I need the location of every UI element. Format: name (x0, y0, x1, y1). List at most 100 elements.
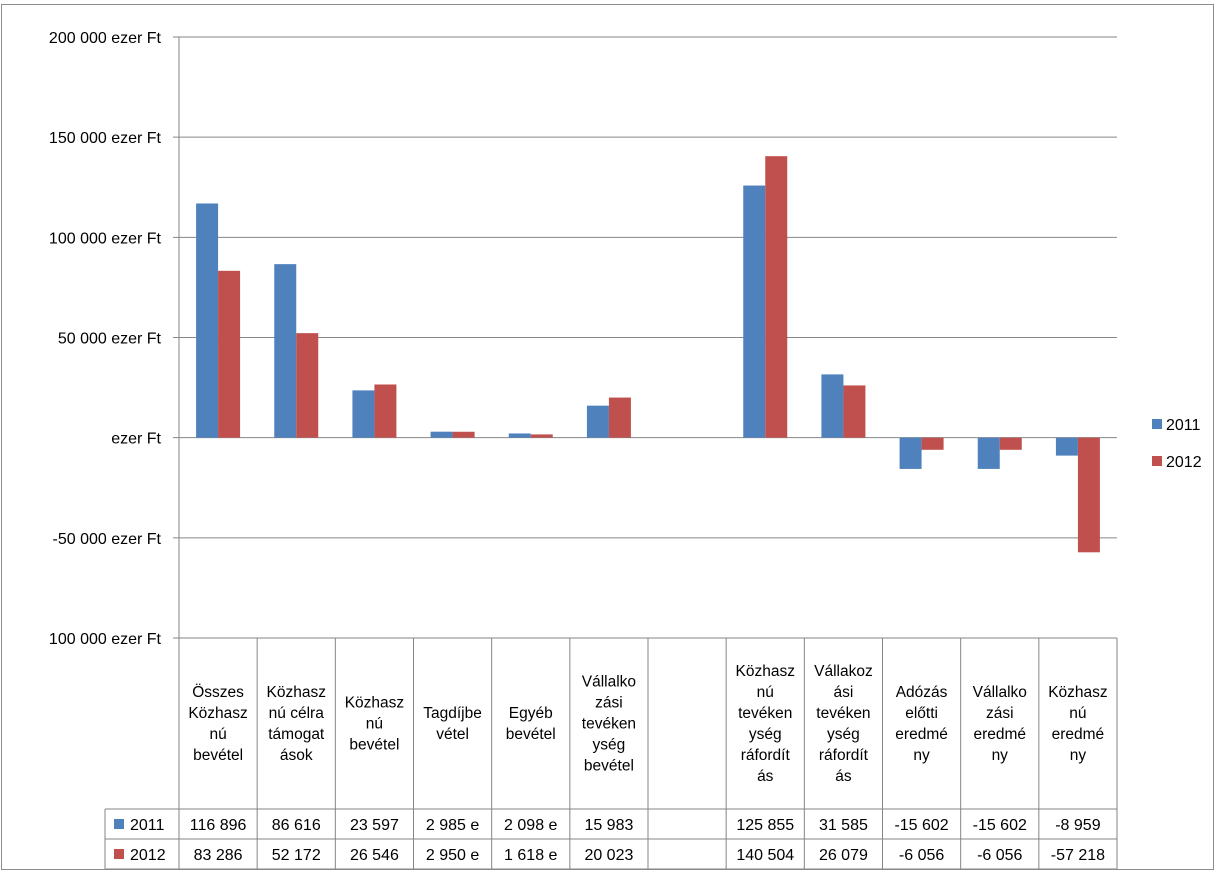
category-label: bevétel (193, 747, 243, 764)
bar-2012 (218, 270, 241, 438)
table-value: -57 218 (1051, 847, 1105, 864)
bar-2011 (196, 203, 219, 438)
table-value: 2 950 e (426, 847, 479, 864)
category-label: Egyéb (509, 705, 553, 722)
category-label: előtti (905, 705, 938, 722)
bar-2012 (608, 397, 631, 438)
table-series-name: 2011 (130, 817, 165, 834)
category-label: Összes (192, 683, 244, 701)
y-tick-label: 200 000 ezer Ft (49, 30, 162, 47)
table-value: 31 585 (819, 817, 868, 834)
y-tick-label: 150 000 ezer Ft (49, 130, 162, 147)
y-tick-label: ezer Ft (111, 431, 161, 448)
category-label: vétel (436, 726, 469, 743)
category-label: bevétel (506, 726, 556, 743)
legend-label: 2012 (1166, 454, 1202, 471)
category-label: ás (757, 768, 774, 785)
category-label: tevéken (582, 716, 636, 733)
category-label: zási (986, 705, 1014, 722)
bar-2011 (352, 390, 375, 438)
category-label: Közhasz (345, 695, 404, 712)
table-value: 2 098 e (504, 817, 557, 834)
y-tick-label: -50 000 ezer Ft (53, 531, 162, 548)
table-value: -15 602 (894, 817, 948, 834)
bar-2011 (274, 264, 297, 438)
bar-2012 (1077, 437, 1100, 553)
category-label: ység (827, 726, 860, 743)
table-value: 83 286 (194, 847, 243, 864)
bar-2012 (843, 385, 866, 438)
category-label: támogat (268, 726, 325, 743)
table-value: -6 056 (899, 847, 944, 864)
bar-2012 (765, 156, 788, 438)
category-label: eredmé (1052, 726, 1105, 743)
table-value: 2 985 e (426, 817, 479, 834)
bar-2011 (586, 405, 609, 438)
bar-2011 (743, 185, 766, 438)
bar-2011 (508, 433, 531, 438)
category-label: tevéken (738, 705, 792, 722)
category-label: nú célra (269, 705, 325, 722)
y-tick-label: 50 000 ezer Ft (58, 331, 162, 348)
table-value: 1 618 e (504, 847, 557, 864)
table-value: 116 896 (190, 817, 247, 834)
category-label: tevéken (816, 705, 870, 722)
bar-2012 (452, 431, 475, 438)
table-value: -8 959 (1055, 817, 1100, 834)
category-label: Közhasz (188, 705, 247, 722)
category-label: ás (835, 768, 852, 785)
category-label: ások (280, 747, 313, 764)
bar-2011 (1055, 437, 1078, 456)
y-tick-label: 100 000 ezer Ft (49, 230, 162, 247)
category-label: bevétel (584, 758, 634, 775)
category-label: ny (1070, 747, 1087, 764)
category-label: ny (913, 747, 930, 764)
bar-2012 (921, 437, 944, 450)
category-label: bevétel (349, 737, 399, 754)
category-label: ység (749, 726, 782, 743)
category-label: nú (366, 716, 383, 733)
legend-key-2012 (1152, 456, 1162, 466)
bar-2012 (296, 333, 319, 438)
table-key-2012 (114, 849, 124, 859)
table-value: 52 172 (272, 847, 321, 864)
category-label: ység (593, 737, 626, 754)
category-label: Tagdíjbe (423, 705, 482, 722)
table-value: 86 616 (272, 817, 321, 834)
bar-2012 (999, 437, 1022, 450)
table-value: 23 597 (350, 817, 399, 834)
category-label: ási (834, 684, 854, 701)
table-value: 26 546 (350, 847, 399, 864)
table-value: -6 056 (977, 847, 1022, 864)
table-value: 140 504 (736, 847, 794, 864)
table-value: 20 023 (584, 847, 633, 864)
table-value: -15 602 (973, 817, 1027, 834)
bar-2011 (430, 431, 453, 438)
category-label: Vállalko (582, 674, 636, 691)
bar-2011 (821, 374, 844, 438)
category-label: Vállakoz (814, 663, 873, 680)
category-label: nú (1069, 705, 1086, 722)
category-label: Közhasz (736, 663, 795, 680)
category-label: zási (595, 695, 623, 712)
category-label: ny (992, 747, 1009, 764)
table-value: 125 855 (736, 817, 794, 834)
table-series-name: 2012 (130, 847, 166, 864)
legend-key-2011 (1152, 419, 1162, 429)
category-label: nú (209, 726, 226, 743)
category-label: eredmé (895, 726, 948, 743)
table-key-2011 (114, 819, 124, 829)
y-tick-label: 100 000 ezer Ft (49, 631, 162, 648)
bar-2011 (977, 437, 1000, 469)
bar-2011 (899, 437, 922, 469)
category-label: Közhasz (1048, 684, 1107, 701)
category-label: ráfordít (741, 747, 791, 764)
category-label: Közhasz (267, 684, 326, 701)
table-value: 26 079 (819, 847, 868, 864)
category-label: nú (757, 684, 774, 701)
category-label: ráfordít (819, 747, 869, 764)
bar-2012 (530, 434, 553, 438)
bar-2012 (374, 384, 397, 438)
category-label: Vállalko (973, 684, 1027, 701)
